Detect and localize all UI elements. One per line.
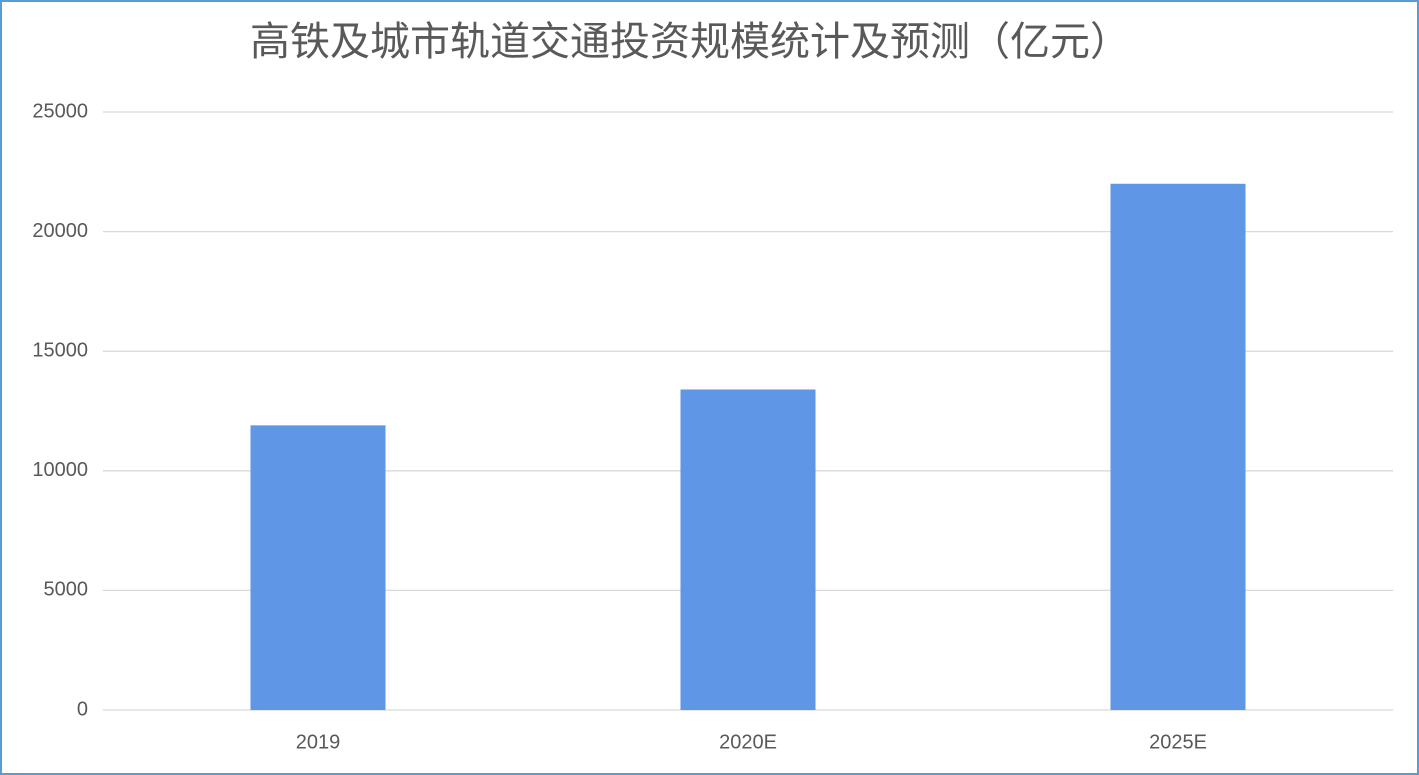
bar	[1110, 183, 1246, 710]
bar	[250, 425, 386, 710]
y-tick-label: 15000	[32, 339, 88, 361]
y-tick-label: 25000	[32, 100, 88, 122]
x-tick-label: 2025E	[1149, 731, 1207, 753]
y-tick-label: 0	[77, 698, 88, 720]
x-tick-label: 2020E	[719, 731, 777, 753]
y-tick-label: 20000	[32, 220, 88, 242]
y-tick-label: 10000	[32, 459, 88, 481]
x-tick-label: 2019	[296, 731, 341, 753]
chart-title: 高铁及城市轨道交通投资规模统计及预测（亿元）	[250, 19, 1130, 65]
bar	[680, 389, 816, 710]
y-tick-label: 5000	[44, 579, 89, 601]
